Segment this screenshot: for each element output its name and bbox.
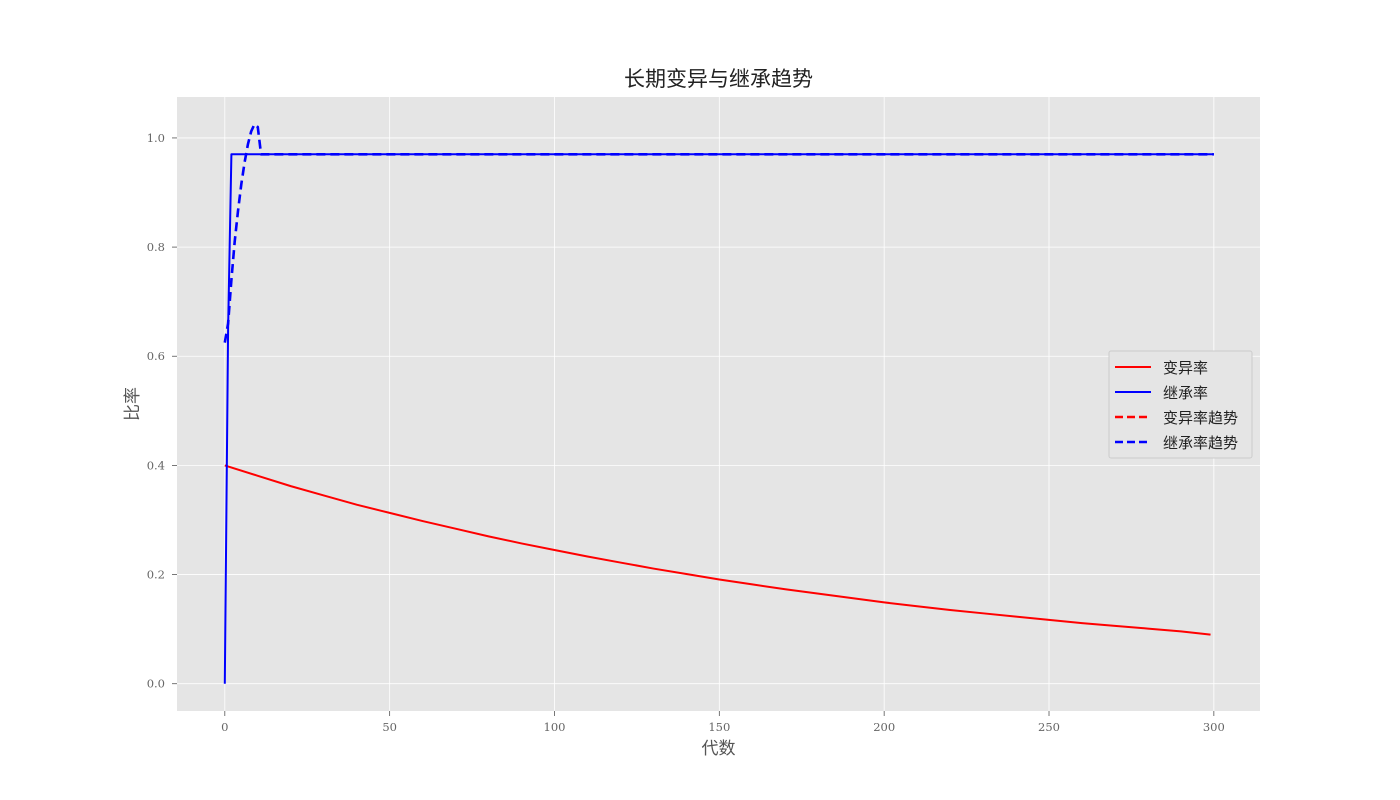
series-lines (223, 122, 1214, 684)
x-tick-label: 250 (1038, 720, 1060, 734)
y-tick-label: 0.2 (147, 568, 165, 582)
y-tick-label: 1.0 (147, 131, 165, 145)
legend-label: 继承率趋势 (1163, 434, 1238, 452)
x-tick-label: 150 (708, 720, 730, 734)
y-tick-label: 0.0 (147, 677, 165, 691)
chart-title: 长期变异与继承趋势 (624, 67, 813, 91)
y-axis-label: 比率 (123, 387, 143, 421)
series-line-0 (224, 464, 1211, 636)
legend-label: 继承率 (1163, 384, 1208, 402)
x-axis-label: 代数 (702, 739, 736, 759)
y-axis-ticks: 0.0 0.2 0.4 0.6 0.8 1.0 (147, 131, 177, 691)
legend-box (1108, 350, 1253, 459)
legend-label: 变异率 (1163, 359, 1208, 377)
x-tick-label: 200 (873, 720, 895, 734)
y-tick-label: 0.4 (147, 458, 165, 472)
plot-area (177, 97, 1260, 711)
x-tick-label: 100 (544, 720, 566, 734)
x-tick-label: 0 (221, 720, 228, 734)
x-tick-label: 50 (382, 720, 397, 734)
x-tick-label: 300 (1203, 720, 1225, 734)
grid-lines (177, 97, 1260, 711)
series-line-3 (223, 122, 1214, 343)
y-tick-label: 0.6 (147, 349, 165, 363)
y-tick-label: 0.8 (147, 240, 165, 254)
legend-label: 变异率趋势 (1163, 409, 1238, 427)
x-axis-ticks: 0 50 100 150 200 250 300 (221, 711, 1225, 734)
